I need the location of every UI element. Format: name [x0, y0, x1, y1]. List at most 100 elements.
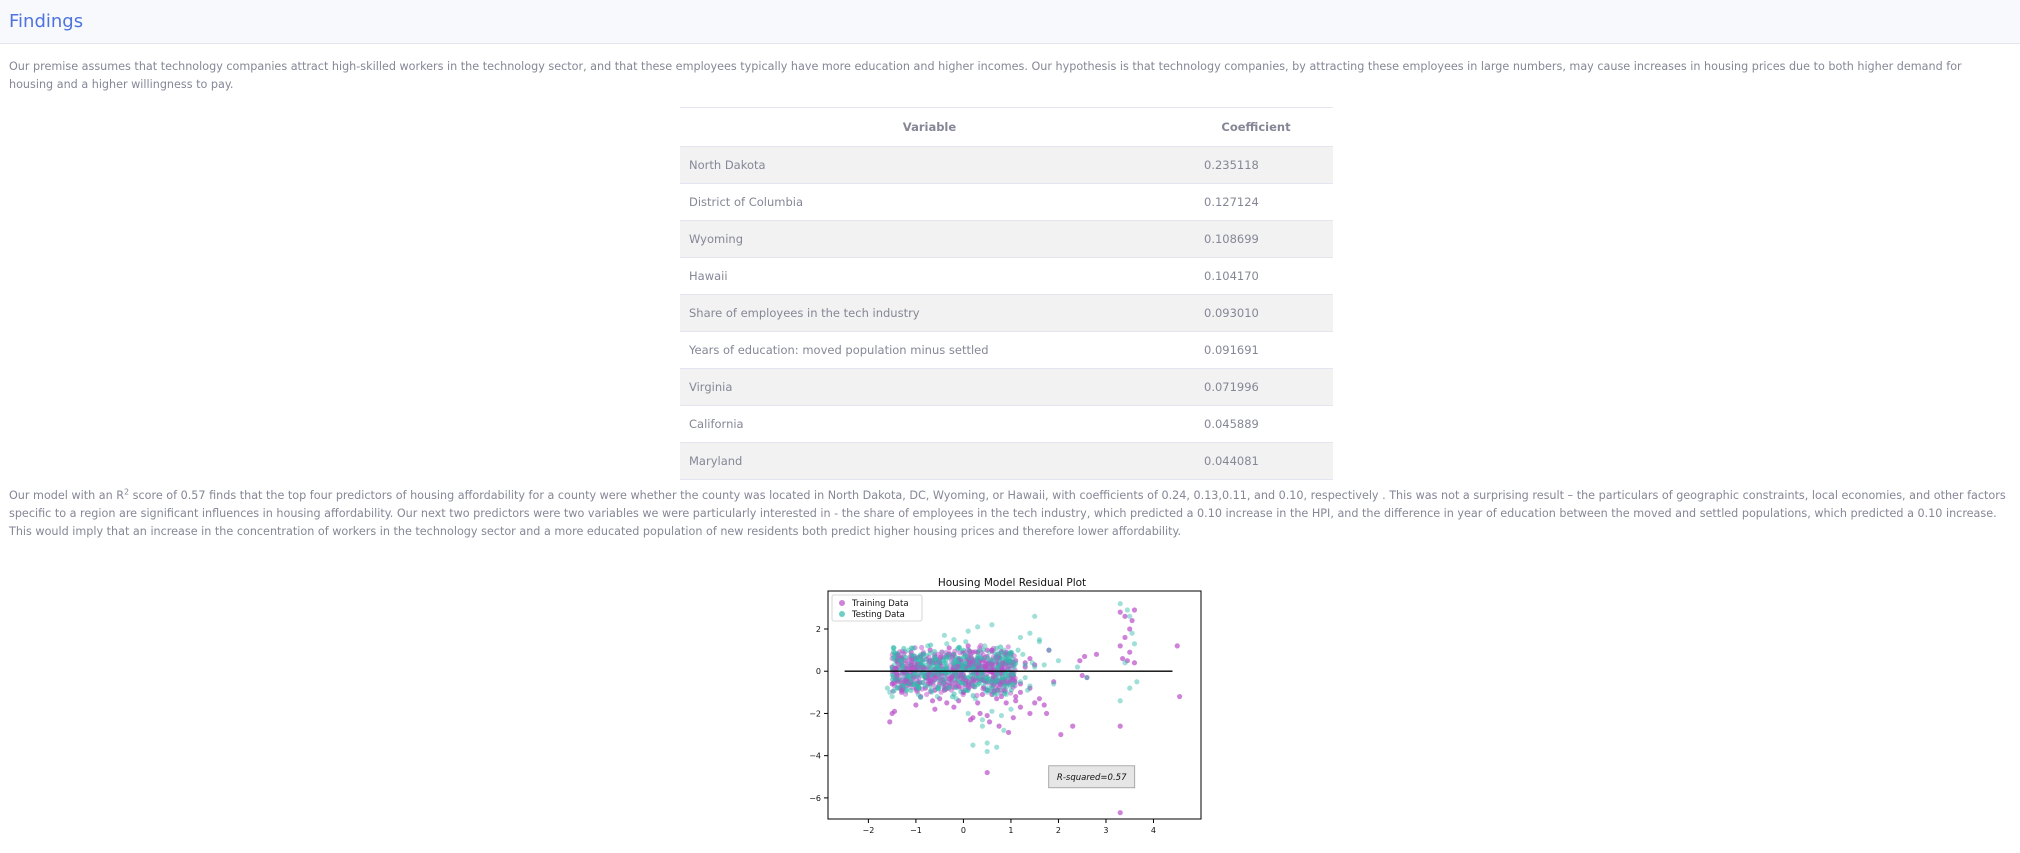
training-point: [1058, 731, 1064, 738]
testing-point: [1029, 660, 1035, 666]
training-point: [1036, 696, 1043, 702]
training-point: [1005, 644, 1011, 650]
training-point: [924, 691, 930, 698]
training-point: [1032, 662, 1038, 668]
training-point: [996, 723, 1002, 729]
testing-point: [993, 654, 999, 660]
training-point: [1079, 672, 1085, 679]
chart-title: Housing Model Residual Plot: [938, 577, 1086, 589]
testing-point: [932, 656, 939, 662]
testing-point: [1122, 660, 1128, 666]
x-tick-label: 1: [1008, 826, 1013, 835]
testing-point: [899, 657, 905, 664]
testing-point: [989, 622, 995, 628]
training-point: [978, 642, 984, 649]
annotation-text: R-squared=0.57: [1057, 773, 1127, 783]
coefficient-cell: 0.127124: [1179, 183, 1333, 221]
training-point: [1174, 643, 1180, 649]
y-tick-label: −6: [809, 794, 821, 803]
training-point: [1022, 664, 1028, 670]
y-tick-label: 2: [816, 625, 821, 634]
r-squared-superscript: 2: [124, 487, 130, 497]
testing-point: [889, 676, 896, 683]
testing-point: [1036, 636, 1043, 643]
testing-point: [1010, 682, 1016, 688]
coefficient-cell: 0.108699: [1179, 220, 1333, 258]
testing-point: [1036, 639, 1043, 645]
training-point: [899, 687, 906, 693]
intro-paragraph: Our premise assumes that technology comp…: [9, 60, 1962, 91]
legend-box: [831, 594, 923, 622]
training-point: [1027, 685, 1033, 691]
testing-point: [994, 645, 1000, 651]
y-tick-label: −4: [809, 752, 821, 761]
training-point: [932, 683, 938, 690]
testing-point: [984, 740, 990, 746]
testing-point: [944, 641, 950, 647]
training-point: [907, 656, 913, 663]
testing-point: [1017, 634, 1024, 641]
training-point: [967, 717, 974, 723]
testing-point: [974, 660, 981, 666]
testing-point: [959, 662, 965, 668]
training-point: [1017, 681, 1024, 687]
testing-point: [965, 710, 971, 717]
training-point: [1131, 660, 1138, 666]
testing-point: [1000, 654, 1006, 660]
testing-point: [1009, 671, 1015, 677]
training-point: [937, 696, 943, 702]
training-point: [1005, 729, 1012, 736]
table-row: Years of education: moved population min…: [680, 331, 1333, 369]
training-point: [946, 645, 952, 651]
x-tick-label: −2: [862, 826, 874, 835]
training-point: [887, 719, 893, 725]
legend-marker: [839, 600, 845, 606]
testing-point: [903, 654, 909, 661]
testing-point: [971, 670, 977, 677]
testing-point: [979, 717, 986, 723]
training-point: [1000, 660, 1006, 666]
testing-point: [965, 628, 971, 634]
testing-point: [970, 693, 976, 699]
variable-cell: Years of education: moved population min…: [680, 331, 1179, 369]
training-point: [1124, 658, 1130, 664]
testing-point: [984, 748, 990, 755]
training-point: [1043, 710, 1050, 717]
testing-point: [975, 681, 981, 687]
testing-point: [970, 742, 976, 748]
coefficient-cell: 0.044081: [1179, 442, 1333, 480]
testing-point: [951, 691, 957, 697]
training-point: [1093, 651, 1100, 657]
y-tick-label: −2: [809, 709, 821, 718]
training-point: [956, 698, 962, 704]
training-point: [950, 653, 956, 659]
training-point: [927, 660, 933, 666]
training-point: [1117, 643, 1123, 649]
training-point: [1077, 658, 1083, 664]
training-point: [953, 680, 959, 686]
testing-point: [934, 693, 940, 700]
training-point: [1122, 613, 1128, 619]
legend-marker: [839, 611, 845, 617]
table-row: Wyoming 0.108699: [680, 220, 1333, 258]
table-row: California 0.045889: [680, 405, 1333, 443]
training-point: [984, 671, 990, 677]
variable-cell: Wyoming: [680, 220, 1179, 258]
testing-point: [922, 656, 928, 663]
variable-cell: Share of employees in the tech industry: [680, 294, 1179, 332]
testing-point: [890, 645, 896, 651]
training-point: [939, 649, 945, 655]
training-point: [949, 673, 955, 679]
testing-point: [1127, 685, 1133, 691]
training-point: [1051, 679, 1057, 685]
testing-point: [989, 708, 995, 714]
training-point: [1017, 689, 1024, 695]
testing-point: [984, 655, 990, 661]
training-point: [955, 663, 961, 669]
coefficient-table: Variable Coefficient North Dakota 0.23511…: [680, 107, 1333, 480]
training-point: [1004, 679, 1010, 685]
coefficient-table-body: North Dakota 0.235118 District of Columbia…: [680, 146, 1333, 480]
testing-point: [1131, 641, 1138, 647]
testing-point: [931, 648, 938, 655]
